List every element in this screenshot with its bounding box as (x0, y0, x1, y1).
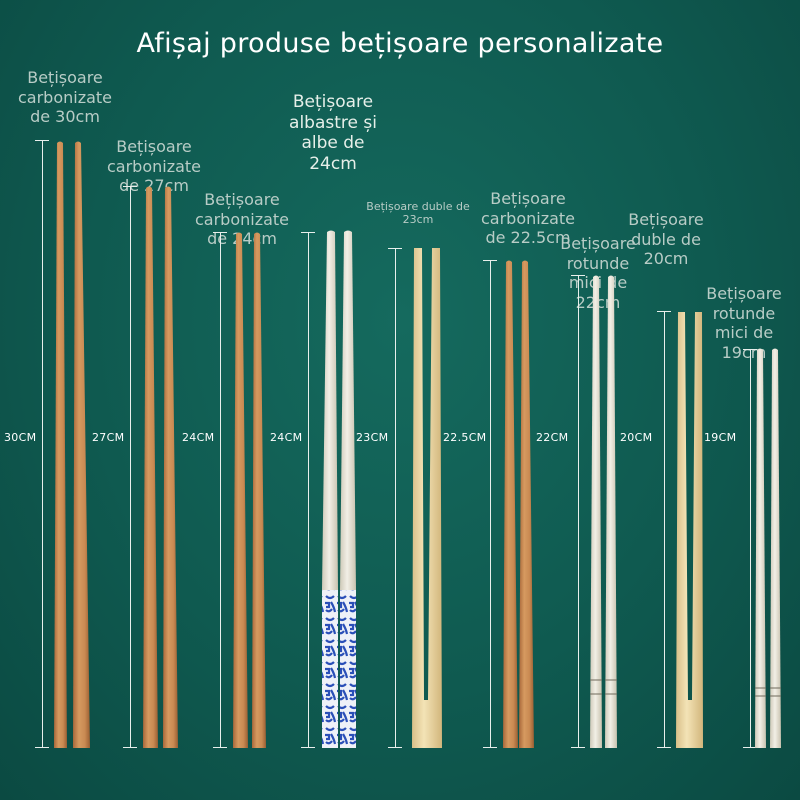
product-name-20cm-double: Bețișoare duble de 20cm (628, 210, 704, 269)
product-name-30cm: Bețișoare carbonizate de 30cm (17, 68, 113, 127)
length-label-20cm: 20CM (620, 431, 653, 444)
chopsticks-19cm-round (755, 348, 781, 748)
product-name-27cm: Bețișoare carbonizate de 27cm (106, 137, 202, 196)
chopsticks-24cm-carbonized (233, 232, 266, 748)
product-name-24cm-blue-white: Bețișoare albastre și albe de 24cm (289, 92, 377, 175)
chopsticks-23cm-double (412, 248, 442, 748)
length-label-22-5cm: 22.5CM (443, 431, 487, 444)
chopsticks-24cm-blue-white (322, 230, 356, 748)
length-label-24cm-carbonized: 24CM (182, 431, 215, 444)
length-label-23cm: 23CM (356, 431, 389, 444)
length-label-24cm-blue-white: 24CM (270, 431, 303, 444)
product-name-19cm-round: Bețișoare rotunde mici de 19cm (706, 284, 782, 362)
length-label-30cm: 30CM (4, 431, 37, 444)
product-name-22-5cm: Bețișoare carbonizate de 22.5cm (480, 189, 576, 248)
length-label-27cm: 27CM (92, 431, 125, 444)
chopsticks-30cm (54, 141, 90, 748)
chopsticks-20cm-double (676, 312, 703, 748)
chopsticks-22cm-round (590, 275, 617, 748)
chopsticks-27cm (143, 186, 178, 748)
chopsticks-22-5cm (503, 260, 534, 748)
length-label-19cm: 19CM (704, 431, 737, 444)
length-label-22cm: 22CM (536, 431, 569, 444)
page-title: Afișaj produse bețișoare personalizate (136, 28, 664, 59)
product-name-23cm-double: Bețișoare duble de 23cm (366, 200, 470, 227)
